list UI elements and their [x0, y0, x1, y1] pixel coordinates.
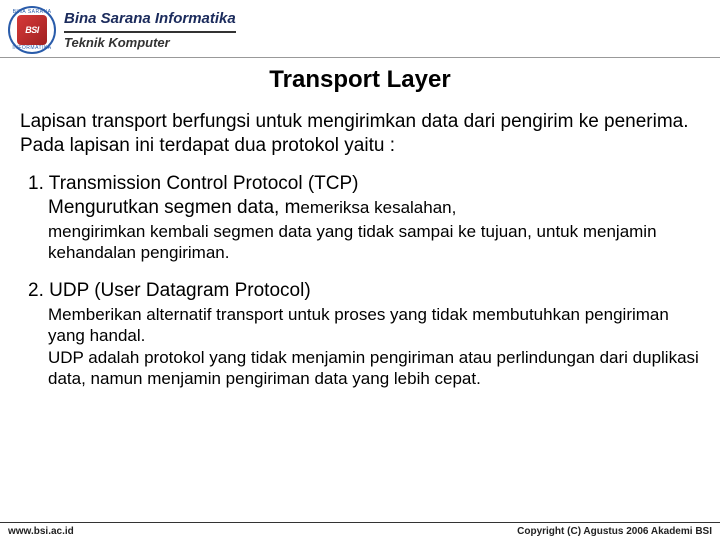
slide-header: BINA SARANA BSI INFORMATIKA Bina Sarana …: [0, 0, 720, 58]
item-body: Mengurutkan segmen data, memeriksa kesal…: [20, 196, 700, 221]
item-title: UDP (User Datagram Protocol): [49, 280, 311, 301]
footer-copyright: Copyright (C) Agustus 2006 Akademi BSI: [517, 526, 712, 537]
item-heading: 2. UDP (User Datagram Protocol): [20, 279, 700, 304]
item-title: Transmission Control Protocol (TCP): [49, 173, 359, 194]
item-lead-small: emeriksa kesalahan,: [300, 198, 456, 217]
logo-ring-bottom: INFORMATIKA: [10, 45, 54, 51]
list-item: 2. UDP (User Datagram Protocol) Memberik…: [20, 279, 700, 389]
item-body-rest: mengirimkan kembali segmen data yang tid…: [20, 221, 700, 264]
item-lead: Mengurutkan segmen data, m: [48, 197, 300, 218]
dept-name: Teknik Komputer: [64, 31, 236, 50]
item-body: Memberikan alternatif transport untuk pr…: [20, 304, 700, 389]
logo-badge: BSI: [17, 15, 47, 45]
logo: BINA SARANA BSI INFORMATIKA: [8, 6, 56, 54]
slide-content: Transport Layer Lapisan transport berfun…: [0, 58, 720, 389]
intro-text: Lapisan transport berfungsi untuk mengir…: [20, 110, 700, 158]
item-heading: 1. Transmission Control Protocol (TCP): [20, 172, 700, 197]
item-number: 1.: [28, 173, 44, 194]
footer-url: www.bsi.ac.id: [8, 526, 74, 537]
list-item: 1. Transmission Control Protocol (TCP) M…: [20, 172, 700, 264]
item-number: 2.: [28, 280, 44, 301]
org-name: Bina Sarana Informatika: [64, 10, 236, 27]
page-title: Transport Layer: [20, 66, 700, 94]
slide-footer: www.bsi.ac.id Copyright (C) Agustus 2006…: [0, 522, 720, 540]
logo-ring-top: BINA SARANA: [10, 9, 54, 15]
header-text: Bina Sarana Informatika Teknik Komputer: [64, 10, 236, 50]
